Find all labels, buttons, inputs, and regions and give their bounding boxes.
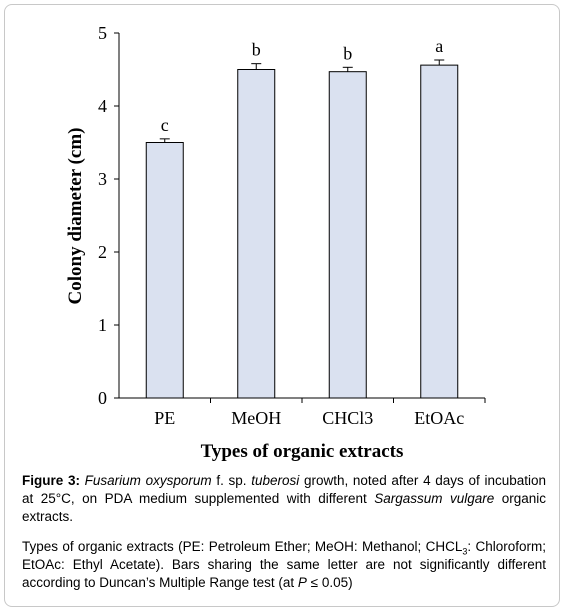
bar-pe [145, 142, 184, 399]
y-tick-label: 5 [98, 23, 107, 43]
sargassum-name: Sargassum vulgare [374, 491, 495, 506]
note-text-1: Types of organic extracts (PE: Petroleum… [22, 539, 463, 554]
significance-letter: b [343, 43, 352, 63]
figure-caption: Figure 3: Fusarium oxysporum f. sp. tube… [22, 472, 546, 604]
significance-letter: a [435, 36, 443, 56]
bar-etoac [420, 64, 459, 399]
figure-frame [4, 4, 560, 607]
x-tick-label: CHCl3 [322, 408, 373, 428]
caption-text-1: growth, noted after 4 days of incubation… [22, 473, 546, 506]
x-tick-label: PE [154, 408, 175, 428]
bar-chcl3 [328, 71, 367, 399]
x-tick-label: EtOAc [414, 408, 464, 428]
significance-letter: b [252, 40, 261, 60]
x-axis-label: Types of organic extracts [201, 441, 404, 462]
figure-label: Figure 3: [22, 473, 80, 488]
y-axis-label: Colony diameter (cm) [65, 128, 86, 305]
y-tick-label: 1 [98, 315, 107, 335]
y-tick-label: 2 [98, 242, 107, 262]
caption-text-2: organic extracts. [22, 491, 547, 524]
forma-name: tuberosi [251, 473, 300, 488]
y-tick-label: 4 [98, 96, 107, 116]
note-p-symbol: P [297, 575, 307, 590]
significance-letter: c [161, 115, 169, 135]
caption-fsp: f. sp. [211, 473, 252, 488]
bar-meoh [237, 69, 276, 399]
caption-note: Types of organic extracts (PE: Petroleum… [22, 538, 546, 592]
note-text-2: : Chloroform; EtOAc: Ethyl Acetate). Bar… [22, 539, 546, 590]
note-subscript: 3 [462, 546, 468, 557]
note-text-3: ≤ 0.05) [306, 575, 353, 590]
x-tick-label: MeOH [231, 408, 281, 428]
caption-main: Figure 3: Fusarium oxysporum f. sp. tube… [22, 472, 546, 526]
y-tick-label: 3 [98, 169, 107, 189]
y-tick-label: 0 [98, 388, 107, 408]
bar-chart: 0 1 2 3 4 5 c PE b MeOH b CHCl3 a EtOAc Colony diamet… [65, 23, 486, 462]
species-name: Fusarium oxysporum [84, 473, 212, 488]
